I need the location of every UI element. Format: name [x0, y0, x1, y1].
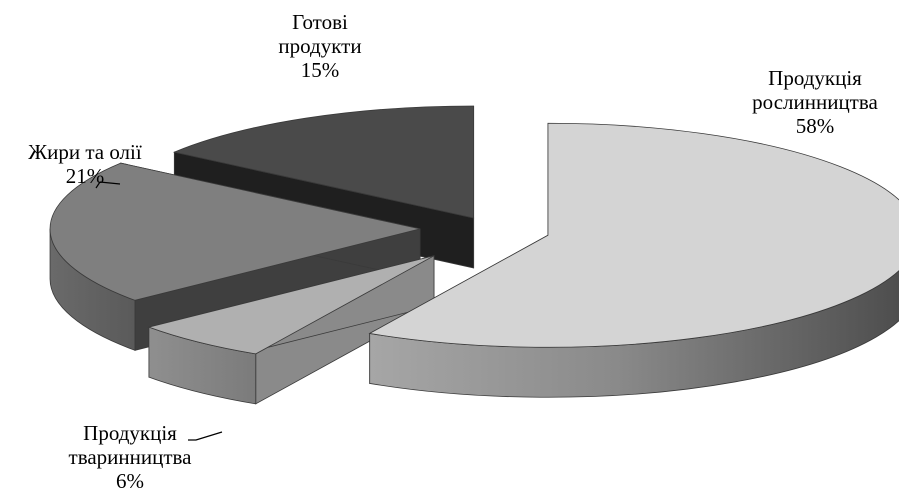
slice-value-label: 15% [300, 58, 340, 82]
pie-slice-crop-production [368, 122, 899, 398]
slice-label-fats-and-oils: Жири та олії 21% [0, 140, 170, 188]
slice-label-line: Готові [292, 10, 348, 34]
slice-label-line: тваринництва [68, 445, 192, 469]
slice-label-line: Продукція [83, 421, 177, 445]
leader-line-fats-and-oils [95, 181, 121, 189]
slice-value-label: 58% [795, 114, 835, 138]
slice-label-line: рослинництва [752, 90, 878, 114]
slice-top-livestock-production [147, 255, 435, 355]
slice-label-finished-products: Готові продукти 15% [230, 10, 410, 82]
slice-label-livestock-production: Продукція тваринництва 6% [30, 421, 230, 493]
slice-top-finished-products [172, 105, 475, 219]
pie-slice-livestock-production [147, 255, 435, 405]
slice-value-label: 6% [116, 469, 144, 493]
slice-value-label: 21% [65, 164, 105, 188]
leader-line-livestock-production [188, 431, 223, 441]
slice-label-line: Продукція [768, 66, 862, 90]
slice-label-line: Жири та олії [28, 140, 142, 164]
slice-top-fats-and-oils [49, 162, 421, 301]
slice-top-crop-production [368, 122, 899, 348]
slice-label-crop-production: Продукція рослинництва 58% [700, 66, 899, 138]
slice-label-line: продукти [278, 34, 362, 58]
